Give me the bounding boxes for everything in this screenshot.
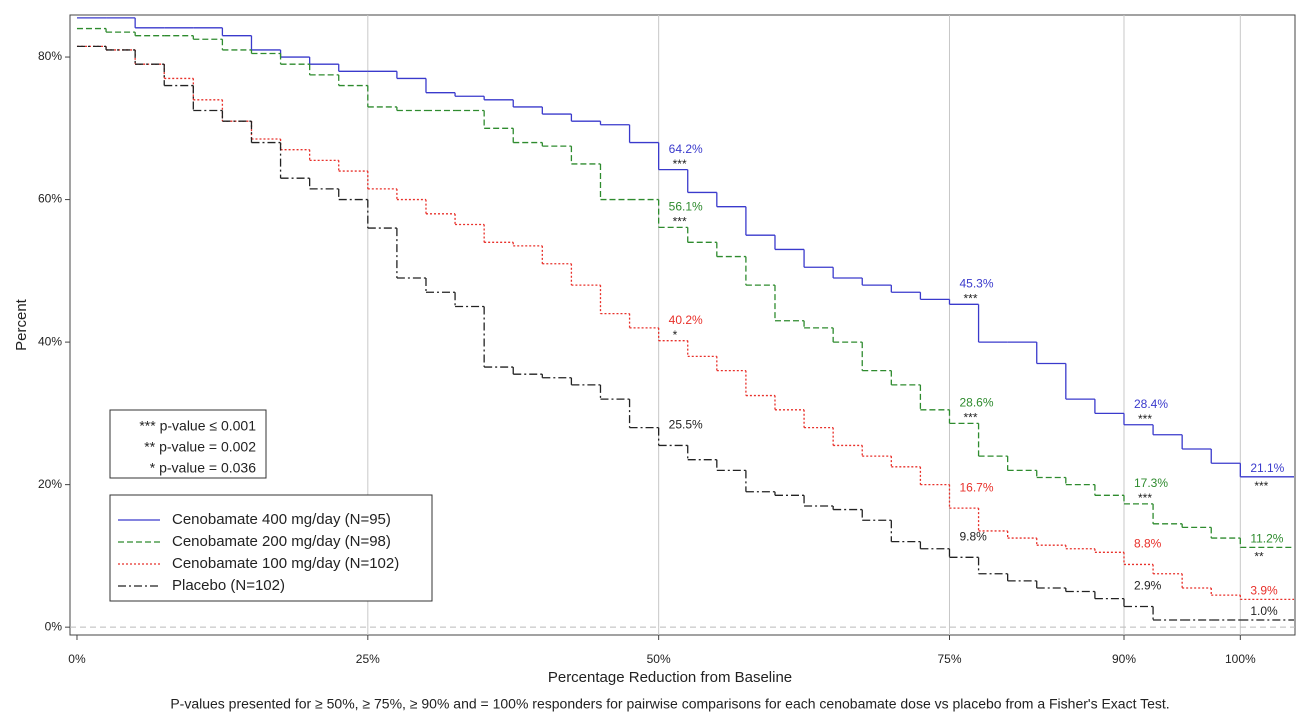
legend-label: Cenobamate 400 mg/day (N=95) — [172, 511, 391, 528]
value-label: 21.1% — [1250, 461, 1284, 475]
x-tick-label: 50% — [647, 652, 671, 666]
significance: *** — [963, 292, 977, 306]
x-tick-label: 25% — [356, 652, 380, 666]
significance: * — [673, 328, 678, 342]
significance: *** — [1254, 479, 1268, 493]
value-label: 28.6% — [959, 396, 993, 410]
y-tick-label: 20% — [38, 477, 62, 491]
significance: ** — [1254, 550, 1264, 564]
value-label: 16.7% — [959, 480, 993, 494]
plot-frame — [69, 14, 1296, 636]
x-tick-label: 90% — [1112, 652, 1136, 666]
x-tick-label: 75% — [937, 652, 961, 666]
significance: *** — [673, 215, 687, 229]
note: ** p-value = 0.002 — [144, 439, 256, 455]
significance: *** — [1138, 412, 1152, 426]
value-label: 17.3% — [1134, 476, 1168, 490]
significance: *** — [1138, 491, 1152, 505]
value-label: 64.2% — [669, 142, 703, 156]
legend-box — [109, 494, 433, 602]
notes-box — [109, 409, 267, 479]
y-tick-label: 80% — [38, 49, 62, 63]
value-label: 56.1% — [669, 200, 703, 214]
legend-label: Cenobamate 200 mg/day (N=98) — [172, 533, 391, 550]
significance: *** — [963, 411, 977, 425]
value-label: 40.2% — [669, 313, 703, 327]
value-label: 9.8% — [959, 529, 987, 543]
value-label: 2.9% — [1134, 579, 1162, 593]
note: * p-value = 0.036 — [150, 460, 256, 476]
y-tick-label: 40% — [38, 334, 62, 348]
value-label: 3.9% — [1250, 584, 1278, 598]
value-label: 11.2% — [1250, 532, 1283, 546]
x-tick-label: 0% — [68, 652, 86, 666]
value-label: 8.8% — [1134, 537, 1162, 551]
y-tick-label: 60% — [38, 192, 62, 206]
legend-label: Cenobamate 100 mg/day (N=102) — [172, 555, 399, 572]
value-label: 28.4% — [1134, 397, 1168, 411]
x-axis-label: Percentage Reduction from Baseline — [548, 669, 792, 686]
value-label: 25.5% — [669, 418, 703, 432]
significance: *** — [673, 157, 687, 171]
y-tick-label: 0% — [45, 619, 63, 633]
x-tick-label: 100% — [1225, 652, 1256, 666]
value-label: 45.3% — [959, 277, 993, 291]
value-label: 1.0% — [1250, 604, 1278, 618]
footnote: P-values presented for ≥ 50%, ≥ 75%, ≥ 9… — [170, 696, 1169, 712]
y-axis-label: Percent — [13, 298, 30, 351]
note: *** p-value ≤ 0.001 — [139, 418, 256, 434]
legend-label: Placebo (N=102) — [172, 577, 285, 594]
